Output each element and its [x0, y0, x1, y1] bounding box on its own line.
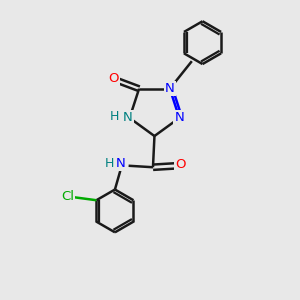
Text: N: N: [165, 82, 175, 95]
Text: H: H: [105, 157, 114, 170]
Text: N: N: [175, 112, 184, 124]
Text: O: O: [109, 72, 119, 85]
Text: Cl: Cl: [61, 190, 74, 202]
Text: H: H: [110, 110, 119, 123]
Text: O: O: [175, 158, 186, 171]
Text: N: N: [123, 112, 133, 124]
Text: N: N: [116, 157, 125, 170]
